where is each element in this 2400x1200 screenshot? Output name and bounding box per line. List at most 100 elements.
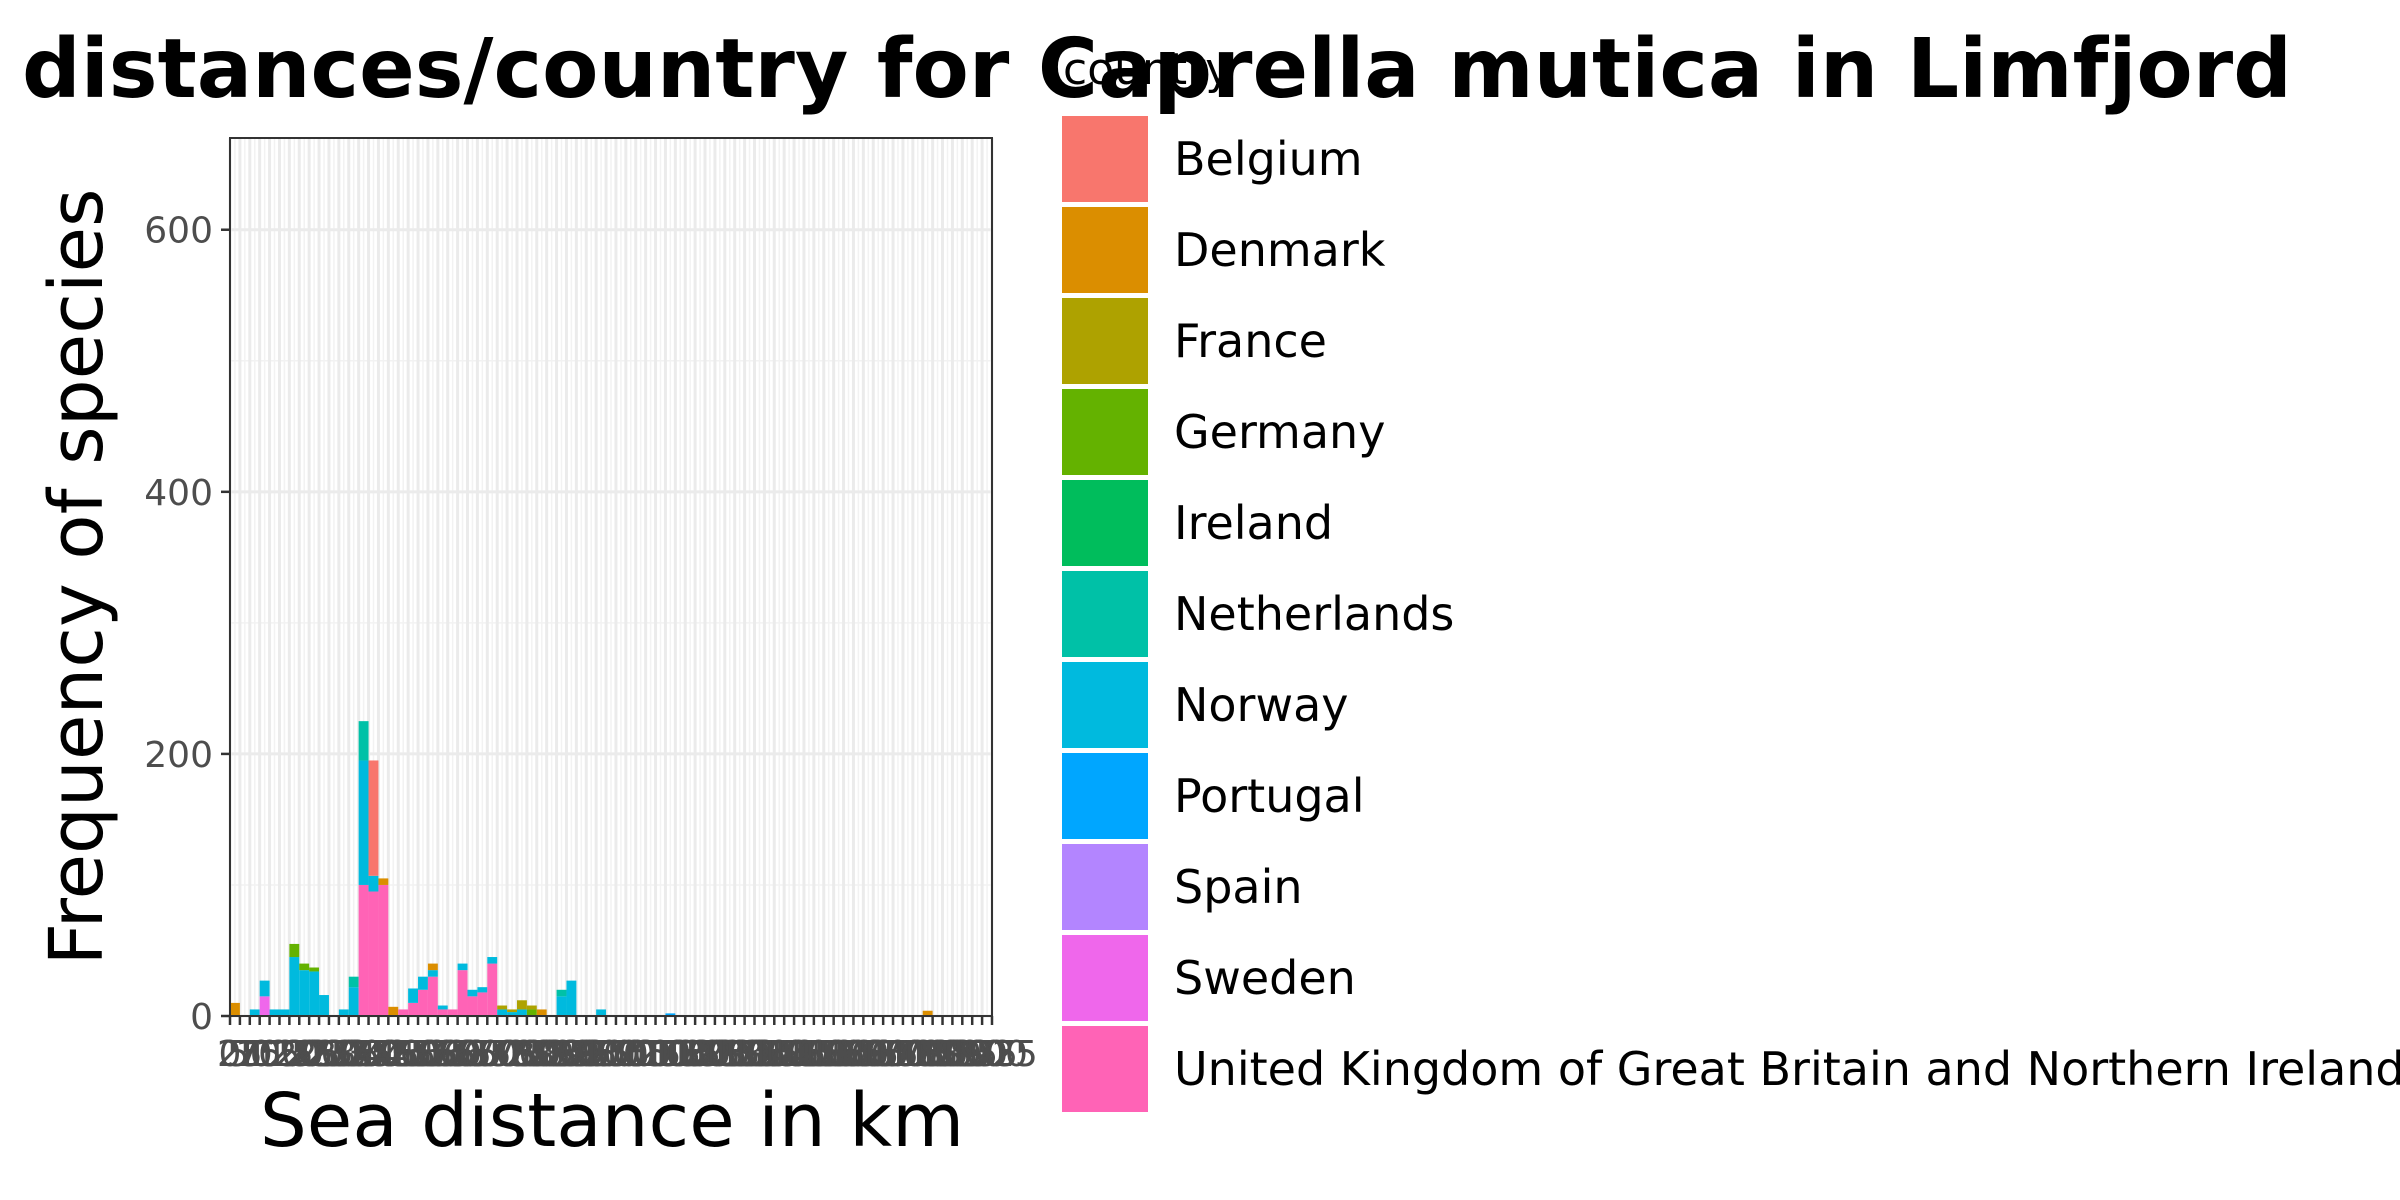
y-tick-label: 200 xyxy=(144,735,213,776)
bar-525-united-kingdom-of-great-britain-and-northern-ireland xyxy=(437,1009,448,1016)
axis-layer: 0200400600025507510012515017520022525027… xyxy=(144,211,1038,1075)
panel-border xyxy=(229,137,993,1017)
bar-1750-denmark xyxy=(922,1010,933,1016)
legend-label-denmark: Denmark xyxy=(1174,223,1386,277)
legend-label-spain: Spain xyxy=(1174,860,1303,914)
bar-650-united-kingdom-of-great-britain-and-northern-ireland xyxy=(487,963,498,1016)
x-tick-label: 1025 xyxy=(590,1034,682,1075)
x-tick-label: 375 xyxy=(344,1034,413,1075)
x-tick-label: 575 xyxy=(423,1034,492,1075)
bar-575-norway xyxy=(457,963,468,971)
bar-450-united-kingdom-of-great-britain-and-northern-ireland xyxy=(408,1002,419,1016)
bar-575-united-kingdom-of-great-britain-and-northern-ireland xyxy=(457,970,468,1016)
x-tick-label: 600 xyxy=(433,1034,502,1075)
x-tick-label: 225 xyxy=(285,1034,354,1075)
bar-325-netherlands xyxy=(358,721,369,761)
bar-425-united-kingdom-of-great-britain-and-northern-ireland xyxy=(398,1009,409,1016)
x-tick-label: 1550 xyxy=(798,1034,890,1075)
x-tick-label: 1500 xyxy=(778,1034,870,1075)
x-tick-label: 425 xyxy=(364,1034,433,1075)
bar-750-germany xyxy=(526,1009,537,1016)
legend-key-norway xyxy=(1062,662,1148,748)
x-tick-label: 925 xyxy=(562,1034,631,1075)
y-tick-label: 0 xyxy=(190,997,213,1038)
x-tick-label: 400 xyxy=(354,1034,423,1075)
x-tick-label: 175 xyxy=(265,1034,334,1075)
x-tick-label: 975 xyxy=(582,1034,651,1075)
legend-key-germany xyxy=(1062,389,1148,475)
bar-200-germany xyxy=(309,967,320,972)
x-tick-label: 950 xyxy=(572,1034,641,1075)
bar-75-norway xyxy=(259,980,270,997)
bar-325-united-kingdom-of-great-britain-and-northern-ireland xyxy=(358,884,369,1016)
x-tick-label: 1600 xyxy=(818,1034,910,1075)
bar-475-norway xyxy=(418,976,428,990)
x-tick-label: 1350 xyxy=(719,1034,811,1075)
x-tick-label: 1450 xyxy=(758,1034,850,1075)
x-tick-label: 500 xyxy=(394,1034,463,1075)
x-tick-label: 350 xyxy=(334,1034,403,1075)
legend-key-belgium xyxy=(1062,116,1148,202)
x-tick-label: 1175 xyxy=(649,1034,741,1075)
bar-350-united-kingdom-of-great-britain-and-northern-ireland xyxy=(368,891,379,1016)
chart-title: distances/country for Caprella mutica in… xyxy=(22,22,2292,117)
bar-375-united-kingdom-of-great-britain-and-northern-ireland xyxy=(378,884,389,1016)
x-tick-label: 200 xyxy=(275,1034,344,1075)
bar-150-germany xyxy=(289,943,300,958)
bar-650-norway xyxy=(487,957,498,964)
grid-layer xyxy=(228,138,994,1018)
x-tick-label: 550 xyxy=(413,1034,482,1075)
bar-925-norway xyxy=(596,1009,607,1016)
bar-150-norway xyxy=(289,957,300,1016)
bar-300-norway xyxy=(348,987,359,1016)
bar-475-united-kingdom-of-great-britain-and-northern-ireland xyxy=(418,989,428,1016)
bar-175-norway xyxy=(299,970,310,1016)
legend: Belgium Denmark France Germany Ireland Nether… xyxy=(1062,116,2400,1112)
legend-label-united-kingdom-of-great-britain-and-northern-ireland: United Kingdom of Great Britain and Nort… xyxy=(1174,1042,2400,1096)
bar-600-norway xyxy=(467,989,478,997)
bar-400-denmark xyxy=(388,1006,399,1016)
bar-350-norway xyxy=(368,875,379,892)
bar-750-france xyxy=(526,1005,537,1010)
bar-75-sweden xyxy=(259,996,270,1016)
bar-625-united-kingdom-of-great-britain-and-northern-ireland xyxy=(477,992,488,1016)
x-tick-label: 1275 xyxy=(689,1034,781,1075)
bar-675-norway xyxy=(497,1009,508,1016)
bar-100-norway xyxy=(269,1009,280,1016)
bar-625-norway xyxy=(477,987,488,993)
x-axis-title: Sea distance in km xyxy=(260,1078,964,1164)
y-tick-label: 400 xyxy=(144,473,213,514)
legend-label-norway: Norway xyxy=(1174,678,1349,732)
legend-key-denmark xyxy=(1062,207,1148,293)
y-tick-label: 600 xyxy=(144,211,213,252)
x-tick-label: 1200 xyxy=(659,1034,751,1075)
x-tick-label: 475 xyxy=(384,1034,453,1075)
x-tick-label: 875 xyxy=(542,1034,611,1075)
bar-675-france xyxy=(497,1005,508,1010)
legend-key-france xyxy=(1062,298,1148,384)
x-tick-label: 1050 xyxy=(600,1034,692,1075)
legend-label-france: France xyxy=(1174,314,1327,368)
x-tick-label: 1325 xyxy=(709,1034,801,1075)
x-tick-label: 1925 xyxy=(946,1034,1038,1075)
bar-700-norway xyxy=(507,1012,517,1016)
x-tick-label: 250 xyxy=(295,1034,364,1075)
bar-725-norway xyxy=(516,1009,527,1016)
x-tick-label: 1875 xyxy=(926,1034,1018,1075)
x-tick-label: 1250 xyxy=(679,1034,771,1075)
x-tick-label: 0 xyxy=(219,1034,242,1075)
x-tick-label: 1850 xyxy=(916,1034,1008,1075)
x-tick-label: 700 xyxy=(473,1034,542,1075)
x-tick-label: 1525 xyxy=(788,1034,880,1075)
bar-850-norway xyxy=(566,980,577,1016)
x-tick-label: 800 xyxy=(512,1034,581,1075)
legend-key-united-kingdom-of-great-britain-and-northern-ireland xyxy=(1062,1026,1148,1112)
x-tick-label: 50 xyxy=(227,1034,273,1075)
legend-key-ireland xyxy=(1062,480,1148,566)
x-tick-label: 100 xyxy=(235,1034,304,1075)
bar-175-germany xyxy=(299,963,310,971)
y-axis-title: Frequency of species xyxy=(34,188,120,965)
x-tick-label: 1475 xyxy=(768,1034,860,1075)
bar-325-norway xyxy=(358,760,369,885)
